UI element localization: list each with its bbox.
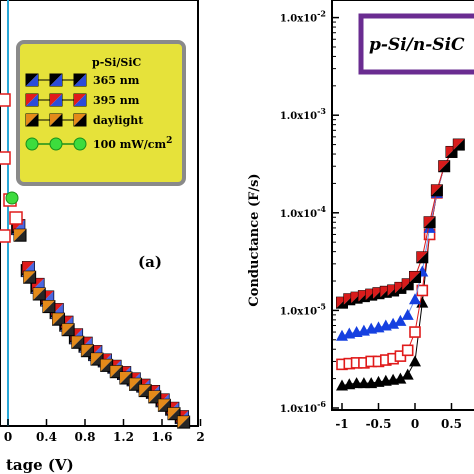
legend-entry-label: daylight [93, 114, 144, 127]
title-box-text: p-Si/n-SiC [369, 35, 465, 55]
left-point-2 [167, 407, 181, 421]
legend-entry-label: 365 nm [93, 74, 140, 87]
left-x-tick-label: 2 [196, 430, 204, 444]
right-point-blue [401, 308, 414, 320]
right-point-red [394, 350, 407, 362]
right-y-tick-label: 1.0x10-6 [280, 399, 327, 415]
right-x-tick-label: -1 [335, 417, 348, 431]
left-edge-marker [9, 211, 23, 225]
right-y-axis-label: Conductance (F/s) [247, 173, 262, 306]
left-x-tick-label: 0.8 [75, 430, 96, 444]
right-point-red [416, 284, 429, 297]
legend-entry-label: 100 mW/cm2 [93, 136, 172, 151]
left-edge-marker [0, 229, 11, 243]
left-x-axis-label: tage (V) [6, 456, 74, 474]
left-edge-marker [0, 93, 11, 107]
right-point-blue [394, 314, 407, 326]
left-point-2 [80, 344, 94, 358]
legend-rows: 365 nm 395 nm daylight 100 mW/cm2 [25, 73, 172, 151]
legend-entry-label: 395 nm [93, 94, 140, 107]
left-point-2 [61, 323, 75, 337]
right-point-red-black [452, 138, 465, 151]
left-point-2 [109, 365, 123, 379]
left-series-marks [0, 93, 191, 429]
legend-row: 365 nm [25, 73, 140, 87]
right-point-red-black [409, 270, 421, 283]
left-plot-frame [0, 0, 199, 427]
left-point-2 [138, 384, 152, 398]
right-point-red-black [423, 216, 436, 229]
right-title-box: p-Si/n-SiC [358, 13, 474, 75]
left-panel: 0 0.4 0.8 1.2 1.6 2 p-Si/SiC 365 nm 395 nm dayl… [0, 0, 205, 474]
right-y-tick-label: 1.0x10-3 [280, 106, 327, 122]
left-point-2 [157, 398, 171, 412]
left-point-2 [129, 377, 143, 391]
legend-row: 395 nm [25, 93, 140, 107]
title-box-frame [358, 13, 474, 75]
right-point-red [409, 326, 421, 338]
left-point-2 [100, 358, 114, 372]
right-x-tick-label: 0.5 [441, 417, 462, 431]
right-point-blue [409, 293, 421, 305]
left-point-2 [23, 270, 37, 284]
right-point-red-black [438, 160, 451, 173]
right-y-tick-label: 1.0x10-5 [280, 301, 326, 317]
right-x-tick-label: -0.5 [366, 417, 392, 431]
right-series-line [341, 144, 460, 387]
right-series-line [341, 144, 460, 337]
right-point-red [401, 344, 414, 357]
right-y-tick-label: 1.0x10-4 [280, 204, 327, 220]
right-y-ticks: 1.0x10-6 1.0x10-5 1.0x10-4 1.0x10-3 1.0x10-2 [280, 9, 339, 415]
right-series-marks [336, 138, 465, 391]
left-x-tick-label: 0.4 [36, 430, 57, 444]
left-edge-marker [0, 151, 11, 165]
left-point-2 [119, 371, 133, 385]
right-point-red-black [430, 184, 443, 197]
right-plot-frame [331, 0, 474, 411]
left-point-2 [177, 415, 191, 429]
right-y-tick-label: 1.0x10-2 [280, 9, 326, 25]
left-point-2 [42, 300, 56, 314]
left-point-2 [148, 390, 162, 404]
right-point-black [409, 355, 421, 367]
right-panel: Conductance (F/s) 1.0x10-61.0x10-51.0x10… [247, 0, 474, 431]
right-x-tick-label: 0 [411, 417, 419, 431]
right-point-black [401, 368, 414, 380]
sun-marker [5, 191, 19, 205]
right-point-blue [387, 317, 400, 329]
left-point-2 [71, 335, 85, 349]
left-point-2 [52, 312, 66, 326]
left-point-2 [32, 287, 46, 301]
left-x-tick-label: 1.2 [113, 430, 134, 444]
legend: p-Si/SiC 365 nm 395 nm daylight 100 mW/cm2 [16, 40, 186, 186]
left-x-tick-label: 1.6 [152, 430, 173, 444]
left-point-2 [13, 228, 27, 242]
left-x-ticks: 0 0.4 0.8 1.2 1.6 2 [4, 419, 205, 444]
legend-title: p-Si/SiC [92, 56, 142, 69]
legend-row: 100 mW/cm2 [25, 136, 172, 151]
legend-row: daylight [25, 113, 144, 127]
right-point-black [394, 372, 407, 384]
right-point-red-black [336, 296, 348, 309]
right-x-ticks: -1 -0.5 0 0.5 [335, 403, 462, 431]
left-x-tick-label: 0 [4, 430, 12, 444]
panel-label-a: (a) [138, 253, 162, 271]
right-point-red-black [416, 251, 429, 264]
left-point-1 [21, 261, 35, 275]
